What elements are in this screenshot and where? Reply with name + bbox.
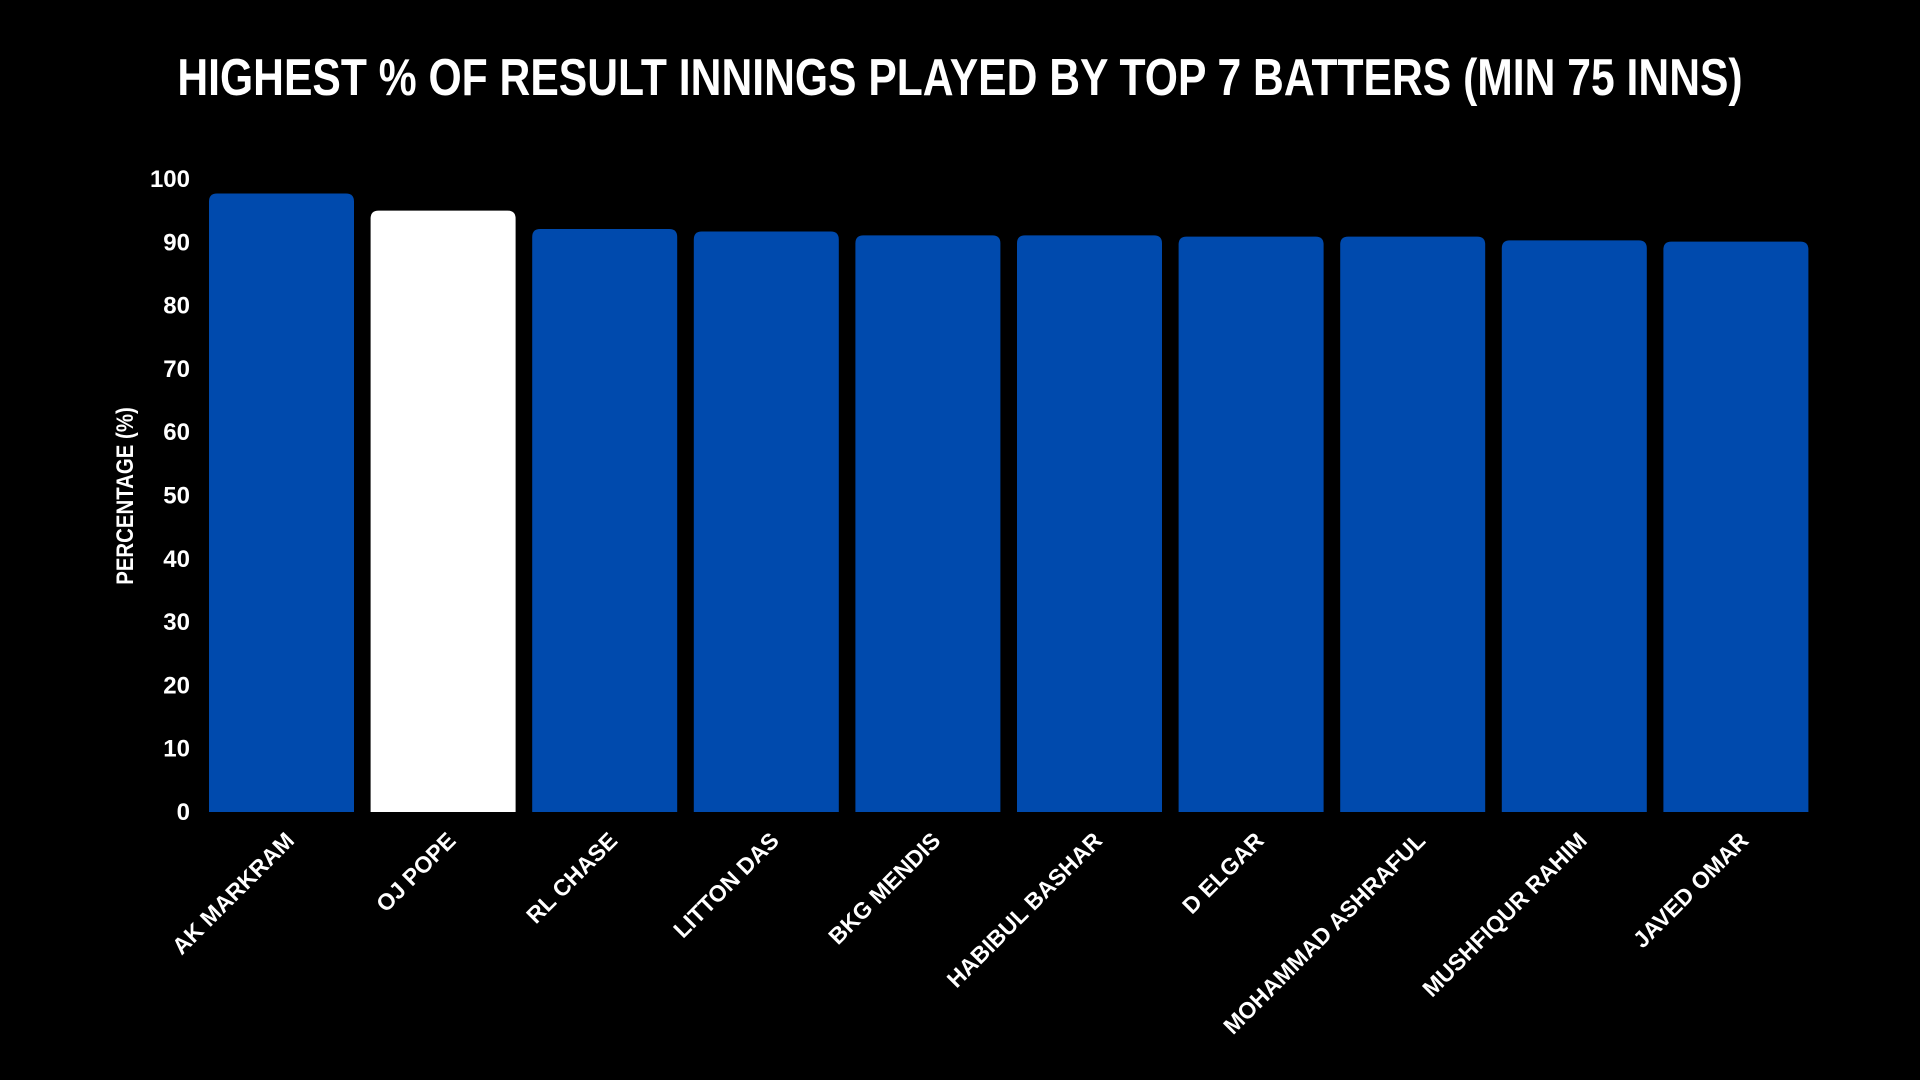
bar	[855, 235, 1001, 812]
y-tick-label: 100	[150, 166, 190, 193]
y-tick-label: 0	[177, 799, 190, 826]
x-tick-label: D ELGAR	[1177, 827, 1269, 919]
y-tick-label: 30	[163, 609, 190, 636]
x-tick-label: OJ POPE	[371, 827, 461, 917]
y-tick-label: 10	[163, 736, 190, 763]
bar	[1663, 241, 1809, 813]
y-tick-label: 40	[163, 546, 190, 573]
y-tick-label: 70	[163, 356, 190, 383]
y-tick-label: 80	[163, 293, 190, 320]
bar	[532, 229, 678, 812]
x-tick-label: LITTON DAS	[668, 827, 784, 943]
y-tick-label: 90	[163, 229, 190, 256]
y-tick-label: 20	[163, 672, 190, 699]
bar	[1340, 236, 1486, 812]
y-tick-label: 60	[163, 419, 190, 446]
chart-title: HIGHEST % OF RESULT INNINGS PLAYED BY TO…	[177, 49, 1743, 107]
x-tick-label: BKG MENDIS	[823, 827, 945, 949]
x-tick-label: MUSHFIQUR RAHIM	[1417, 827, 1592, 1002]
x-tick-label: AK MARKRAM	[167, 827, 299, 959]
x-tick-label: HABIBUL BASHAR	[942, 827, 1108, 993]
bar	[1178, 236, 1324, 812]
x-tick-label: JAVED OMAR	[1628, 827, 1754, 953]
bar	[1017, 235, 1162, 812]
x-tick-label: RL CHASE	[521, 827, 622, 928]
bar	[1501, 240, 1647, 812]
bar	[209, 193, 354, 812]
bar	[370, 210, 516, 812]
y-tick-label: 50	[163, 483, 190, 510]
bar	[693, 231, 839, 812]
